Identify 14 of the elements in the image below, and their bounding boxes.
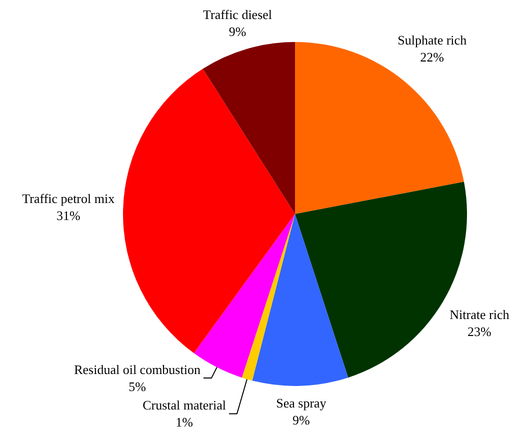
data-label: 9% — [228, 24, 246, 39]
data-label: 23% — [468, 324, 492, 340]
slice-label: Traffic diesel — [203, 7, 272, 22]
data-label: 5% — [128, 378, 146, 394]
slice-label: Crustal material — [142, 398, 226, 413]
slice-label: Traffic petrol mix — [22, 190, 116, 206]
data-label: 22% — [420, 49, 444, 64]
slice-label: Sea spray — [276, 396, 327, 411]
slice-label: Residual oil combustion — [74, 362, 201, 377]
data-label: 1% — [176, 414, 194, 430]
slice-label: Sulphate rich — [398, 32, 468, 48]
data-label: 9% — [292, 412, 310, 428]
data-label: 31% — [56, 208, 80, 223]
slice-label: Nitrate rich — [450, 307, 510, 322]
